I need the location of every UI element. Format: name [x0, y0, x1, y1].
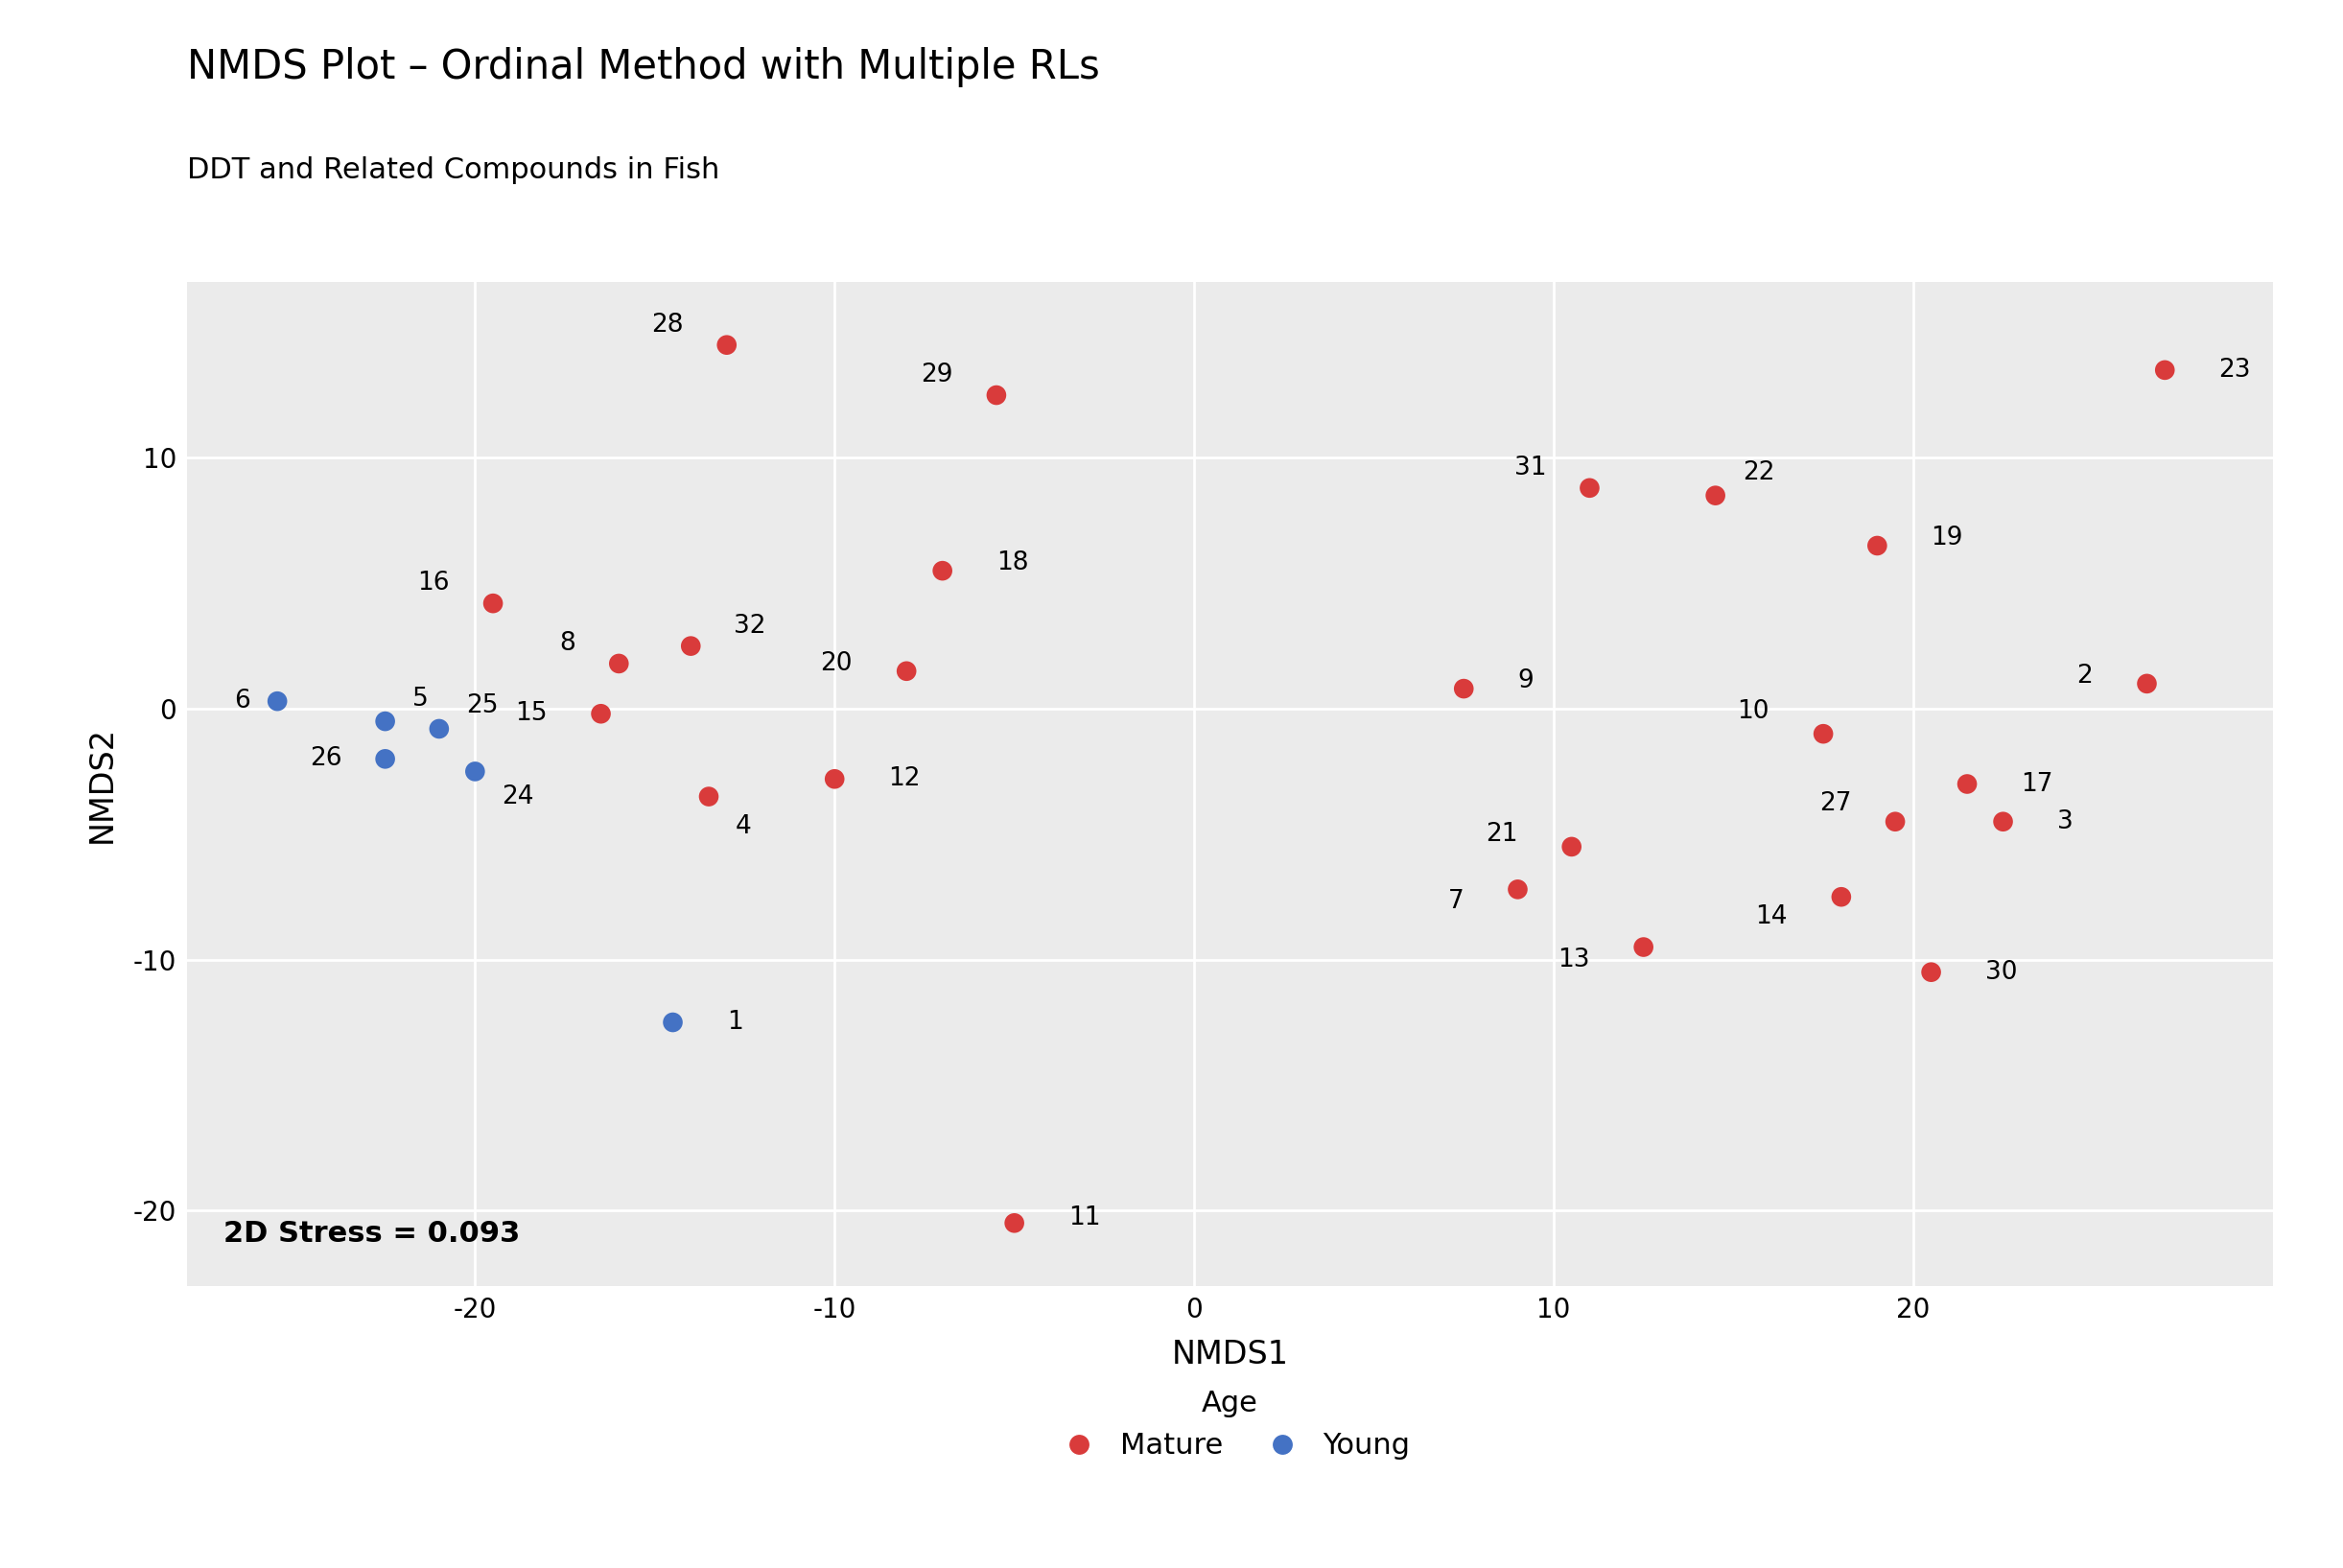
Point — [581, 701, 619, 726]
Y-axis label: NMDS2: NMDS2 — [87, 726, 117, 842]
Point — [473, 591, 511, 616]
Point — [1912, 960, 1949, 985]
Text: 10: 10 — [1736, 699, 1769, 724]
Point — [654, 1010, 691, 1035]
Point — [1696, 483, 1734, 508]
Text: 22: 22 — [1743, 461, 1774, 486]
Point — [1624, 935, 1661, 960]
Point — [1500, 877, 1537, 902]
Point — [923, 558, 961, 583]
Point — [977, 383, 1015, 408]
Text: 24: 24 — [501, 784, 534, 809]
Text: 19: 19 — [1931, 525, 1963, 550]
Point — [888, 659, 925, 684]
Text: 6: 6 — [234, 688, 251, 713]
Text: 3: 3 — [2057, 809, 2074, 834]
Text: 15: 15 — [515, 701, 546, 726]
Point — [2146, 358, 2184, 383]
Text: DDT and Related Compounds in Fish: DDT and Related Compounds in Fish — [187, 157, 719, 185]
Text: 28: 28 — [651, 312, 684, 337]
Text: 20: 20 — [820, 651, 853, 676]
Point — [672, 633, 710, 659]
Text: 32: 32 — [733, 613, 766, 638]
Point — [1553, 834, 1591, 859]
Text: 8: 8 — [560, 630, 576, 655]
Point — [1823, 884, 1860, 909]
Point — [689, 784, 726, 809]
Point — [1949, 771, 1987, 797]
Point — [2127, 671, 2165, 696]
Text: 16: 16 — [417, 571, 450, 596]
Legend: Mature, Young: Mature, Young — [1038, 1378, 1422, 1472]
Point — [419, 717, 457, 742]
Text: 2: 2 — [2076, 663, 2092, 688]
Point — [1877, 809, 1914, 834]
Point — [1985, 809, 2022, 834]
Text: 12: 12 — [888, 767, 921, 792]
Point — [1570, 475, 1607, 500]
Text: 4: 4 — [736, 814, 752, 839]
Text: NMDS Plot – Ordinal Method with Multiple RLs: NMDS Plot – Ordinal Method with Multiple… — [187, 47, 1101, 88]
Text: 14: 14 — [1755, 905, 1788, 930]
Text: 11: 11 — [1068, 1206, 1101, 1231]
Text: 7: 7 — [1448, 889, 1464, 914]
Point — [815, 767, 853, 792]
Point — [366, 746, 403, 771]
Text: 2D Stress = 0.093: 2D Stress = 0.093 — [223, 1220, 520, 1248]
Text: 31: 31 — [1514, 455, 1546, 480]
Text: 26: 26 — [309, 746, 342, 771]
Text: 25: 25 — [466, 693, 499, 718]
Point — [1858, 533, 1895, 558]
Text: 23: 23 — [2219, 358, 2252, 383]
Text: 30: 30 — [1985, 960, 2017, 985]
Point — [457, 759, 494, 784]
Point — [258, 688, 295, 713]
Text: 13: 13 — [1558, 947, 1589, 972]
X-axis label: NMDS1: NMDS1 — [1172, 1339, 1289, 1370]
Point — [1804, 721, 1842, 746]
Point — [366, 709, 403, 734]
Text: 17: 17 — [2022, 771, 2052, 797]
Point — [708, 332, 745, 358]
Point — [1446, 676, 1483, 701]
Text: 27: 27 — [1821, 792, 1851, 817]
Text: 18: 18 — [996, 550, 1029, 575]
Text: 1: 1 — [726, 1010, 743, 1035]
Text: 5: 5 — [412, 687, 429, 712]
Text: 9: 9 — [1518, 668, 1535, 693]
Point — [996, 1210, 1033, 1236]
Text: 29: 29 — [921, 362, 954, 387]
Text: 21: 21 — [1485, 822, 1518, 847]
Point — [600, 651, 637, 676]
